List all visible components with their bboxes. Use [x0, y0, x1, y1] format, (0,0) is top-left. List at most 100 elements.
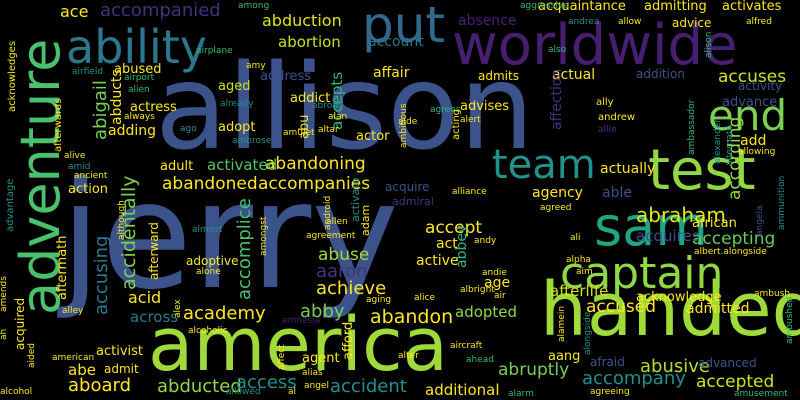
word-abducts: abducts	[109, 69, 125, 125]
word-actor: actor	[356, 129, 390, 144]
word-additional: additional	[425, 381, 500, 399]
word-afterwards: afterwards	[53, 98, 64, 152]
word-aged: aged	[218, 79, 251, 94]
word-accompany: accompany	[582, 368, 686, 389]
word-accept: accept	[425, 218, 483, 238]
word-account: account	[368, 34, 424, 50]
word-abandon: abandon	[370, 306, 454, 328]
word-airplane: airplane	[196, 46, 233, 56]
word-amongst: amongst	[259, 216, 269, 256]
word-act: act	[436, 236, 458, 252]
word-addition: addition	[636, 67, 685, 81]
word-accompanied: accompanied	[100, 0, 221, 21]
word-ability: ability	[66, 20, 207, 74]
word-abigail: abigail	[90, 80, 111, 140]
word-afraid: afraid	[590, 355, 625, 369]
word-acting: acting	[451, 108, 462, 140]
word-test: test	[648, 138, 756, 203]
word-allowing: allowing	[738, 147, 776, 157]
word-among: among	[238, 1, 270, 11]
word-aang: aang	[548, 349, 581, 364]
word-affect: affect	[277, 344, 287, 370]
word-aide: aide	[398, 117, 418, 127]
word-already: already	[220, 99, 254, 109]
word-activates: activates	[722, 0, 782, 14]
word-agrees: agrees	[430, 105, 461, 115]
word-accuses: accuses	[718, 67, 787, 87]
word-abe: abe	[68, 361, 96, 379]
word-alamein: alamein	[557, 305, 567, 342]
word-andy: andy	[474, 236, 497, 246]
word-ago: ago	[180, 124, 197, 134]
word-admiral: admiral	[392, 195, 434, 208]
word-admitted: admitted	[686, 301, 750, 317]
word-alex: alex	[173, 299, 183, 318]
word-alfred: alfred	[746, 17, 772, 27]
word-alexander: alexander	[713, 119, 723, 164]
word-abbey: abbey	[454, 224, 470, 268]
word-acquaintance: acquaintance	[538, 0, 626, 14]
word-afterward: afterward	[147, 222, 161, 280]
word-accepting: accepting	[692, 229, 776, 249]
word-across: across	[130, 308, 179, 326]
word-always: always	[124, 112, 155, 122]
word-agreed: agreed	[540, 203, 572, 213]
word-age: age	[484, 275, 511, 291]
word-acid: acid	[128, 288, 162, 307]
word-jerry: jerry	[60, 150, 399, 322]
word-agency: agency	[532, 185, 583, 201]
word-amnesia: amnesia	[282, 316, 321, 326]
word-admitting: admitting	[644, 0, 707, 14]
word-alive: alive	[64, 151, 86, 161]
word-accepted: accepted	[696, 372, 775, 392]
word-allow: allow	[618, 17, 642, 27]
word-activate: activate	[349, 177, 362, 223]
word-al: al	[288, 387, 297, 397]
word-abused: abused	[114, 62, 162, 77]
word-adult: adult	[160, 159, 194, 174]
word-alcoholic: alcoholic	[188, 326, 228, 336]
word-ally: ally	[596, 97, 614, 108]
word-alliance: alliance	[452, 187, 487, 197]
word-abraham: abraham	[636, 203, 726, 227]
word-allen: allen	[326, 217, 348, 227]
word-aboard: aboard	[68, 375, 132, 396]
word-access: access	[236, 372, 297, 393]
word-abusive: abusive	[640, 356, 710, 377]
word-abduction: abduction	[262, 11, 342, 30]
word-accusing: accusing	[91, 235, 112, 315]
word-activity: activity	[738, 79, 783, 93]
word-ammunition: ammunition	[777, 175, 787, 230]
word-andie: andie	[482, 268, 507, 278]
word-american: american	[52, 353, 95, 363]
word-accident: accident	[330, 376, 407, 397]
word-afterlife: afterlife	[550, 282, 609, 300]
word-america: america	[148, 302, 448, 388]
word-amy: amy	[246, 61, 266, 71]
word-andrew: andrew	[598, 112, 636, 123]
word-although: although	[117, 200, 127, 240]
word-aging: aging	[366, 295, 392, 305]
word-alert: alert	[460, 115, 481, 125]
word-adopt: adopt	[218, 120, 256, 135]
word-angela: angela	[755, 205, 765, 237]
word-active: active	[416, 253, 459, 269]
word-almost: almost	[192, 225, 223, 235]
word-ahead: ahead	[466, 355, 494, 365]
word-agreement: agreement	[306, 231, 356, 241]
word-alcohol: alcohol	[0, 387, 33, 397]
word-allowed: allowed	[226, 387, 261, 397]
word-advantage: advantage	[5, 178, 16, 232]
word-aggressive: aggressive	[520, 1, 569, 11]
word-adding-h: adding	[108, 123, 157, 139]
word-alternate: alternate	[725, 125, 735, 166]
word-agent: agent	[302, 351, 340, 366]
word-alison: alison	[704, 31, 714, 58]
word-action: action	[68, 182, 109, 197]
word-alan: alan	[328, 112, 348, 122]
word-admit: admit	[104, 362, 139, 376]
word-angel: angel	[304, 381, 329, 391]
word-alpha: alpha	[566, 255, 591, 265]
word-amid: amid	[68, 162, 91, 172]
